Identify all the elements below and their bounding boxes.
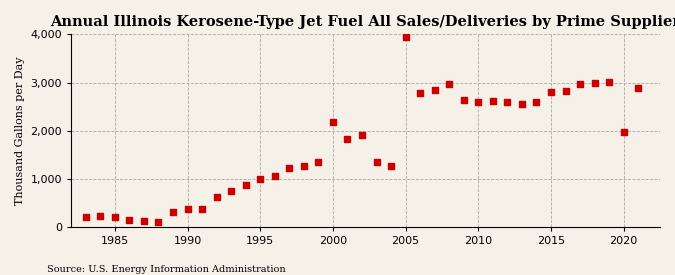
Point bbox=[632, 86, 643, 90]
Point bbox=[414, 91, 425, 95]
Point bbox=[356, 133, 367, 137]
Point bbox=[153, 220, 164, 224]
Point bbox=[502, 100, 513, 104]
Point bbox=[516, 101, 527, 106]
Point bbox=[80, 215, 91, 219]
Point bbox=[487, 99, 498, 103]
Point bbox=[531, 100, 542, 104]
Point bbox=[298, 164, 309, 168]
Point bbox=[545, 90, 556, 94]
Point bbox=[225, 188, 236, 193]
Point bbox=[240, 183, 251, 188]
Point bbox=[138, 219, 149, 224]
Point bbox=[458, 98, 469, 102]
Point bbox=[327, 120, 338, 124]
Title: Annual Illinois Kerosene-Type Jet Fuel All Sales/Deliveries by Prime Supplier: Annual Illinois Kerosene-Type Jet Fuel A… bbox=[51, 15, 675, 29]
Point bbox=[95, 214, 106, 219]
Point bbox=[400, 35, 411, 39]
Point bbox=[167, 210, 178, 214]
Point bbox=[182, 207, 193, 211]
Point bbox=[124, 218, 135, 222]
Point bbox=[429, 88, 440, 92]
Point bbox=[109, 215, 120, 219]
Point bbox=[211, 195, 222, 199]
Point bbox=[618, 130, 629, 134]
Point bbox=[589, 80, 600, 85]
Point bbox=[269, 174, 280, 178]
Y-axis label: Thousand Gallons per Day: Thousand Gallons per Day bbox=[15, 57, 25, 205]
Point bbox=[443, 82, 454, 87]
Point bbox=[385, 164, 396, 169]
Point bbox=[574, 82, 585, 87]
Point bbox=[560, 89, 571, 94]
Point bbox=[603, 79, 614, 84]
Point bbox=[284, 166, 295, 170]
Point bbox=[473, 100, 484, 104]
Point bbox=[371, 160, 382, 164]
Text: Source: U.S. Energy Information Administration: Source: U.S. Energy Information Administ… bbox=[47, 265, 286, 274]
Point bbox=[313, 160, 324, 164]
Point bbox=[254, 177, 265, 181]
Point bbox=[196, 207, 207, 211]
Point bbox=[342, 137, 353, 142]
